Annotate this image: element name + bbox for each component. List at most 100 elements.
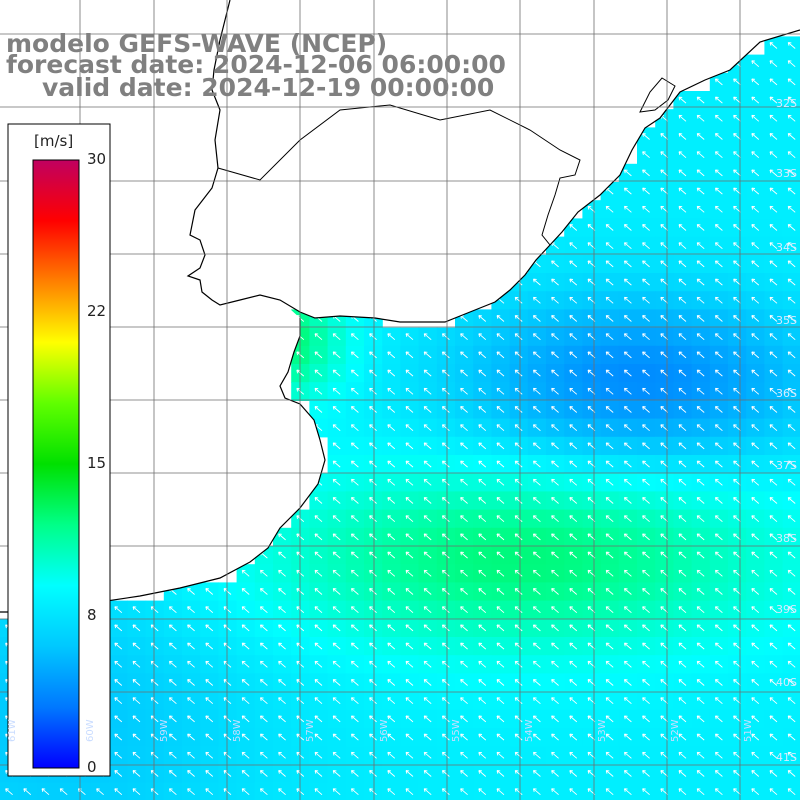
wind-arrow-icon: [132, 660, 141, 668]
wind-arrow-icon: [623, 624, 632, 632]
wind-speed-cell: [764, 782, 784, 800]
wind-arrow-icon: [478, 715, 487, 723]
wind-arrow-icon: [751, 751, 760, 759]
wind-arrow-icon: [514, 551, 523, 559]
wind-arrow-icon: [441, 424, 450, 432]
wind-arrow-icon: [132, 679, 141, 686]
wind-arrow-icon: [532, 387, 541, 395]
wind-arrow-icon: [460, 333, 468, 341]
wind-arrow-icon: [714, 369, 723, 377]
wind-arrow-icon: [205, 606, 214, 614]
wind-arrow-icon: [769, 242, 778, 250]
wind-arrow-icon: [369, 497, 377, 504]
wind-arrow-icon: [787, 533, 796, 541]
wind-arrow-icon: [387, 569, 396, 577]
wind-arrow-icon: [278, 660, 286, 668]
wind-arrow-icon: [314, 387, 323, 395]
wind-arrow-icon: [532, 697, 541, 705]
wind-arrow-icon: [496, 588, 505, 595]
wind-arrow-icon: [605, 733, 614, 741]
wind-arrow-icon: [496, 478, 505, 486]
wind-arrow-icon: [259, 624, 268, 632]
wind-arrow-icon: [496, 788, 505, 796]
wind-arrow-icon: [551, 315, 559, 322]
wind-arrow-icon: [314, 660, 323, 668]
wind-arrow-icon: [678, 133, 687, 140]
wind-arrow-icon: [496, 315, 505, 322]
wind-arrow-icon: [405, 715, 414, 723]
wind-arrow-icon: [168, 679, 177, 686]
wind-arrow-icon: [514, 606, 523, 614]
wind-arrow-icon: [387, 333, 396, 341]
wind-arrow-icon: [642, 351, 650, 359]
wind-arrow-icon: [423, 406, 432, 413]
wind-arrow-icon: [623, 588, 632, 595]
wind-arrow-icon: [114, 606, 123, 614]
wind-arrow-icon: [623, 242, 632, 250]
wind-arrow-icon: [551, 296, 559, 304]
wind-arrow-icon: [441, 642, 450, 650]
wind-arrow-icon: [405, 351, 414, 359]
wind-arrow-icon: [751, 679, 760, 686]
wind-arrow-icon: [187, 697, 195, 705]
wind-arrow-icon: [259, 660, 268, 668]
wind-arrow-icon: [678, 333, 687, 341]
wind-arrow-icon: [605, 478, 614, 486]
wind-arrow-icon: [460, 642, 468, 650]
wind-arrow-icon: [769, 770, 778, 777]
wind-arrow-icon: [569, 296, 578, 304]
wind-arrow-icon: [605, 315, 614, 322]
wind-arrow-icon: [551, 642, 559, 650]
wind-arrow-icon: [678, 660, 687, 668]
wind-arrow-icon: [205, 733, 214, 741]
lat-label-36s: 36S: [776, 387, 797, 400]
wind-arrow-icon: [423, 642, 432, 650]
wind-arrow-icon: [787, 442, 796, 450]
wind-arrow-icon: [496, 551, 505, 559]
wind-arrow-icon: [714, 515, 723, 523]
wind-arrow-icon: [278, 551, 286, 559]
wind-arrow-icon: [787, 406, 796, 413]
wind-arrow-icon: [405, 460, 414, 468]
wind-arrow-icon: [423, 478, 432, 486]
wind-arrow-icon: [714, 351, 723, 359]
wind-speed-cell: [782, 746, 800, 765]
wind-arrow-icon: [605, 515, 614, 523]
wind-arrow-icon: [678, 187, 687, 195]
wind-arrow-icon: [569, 260, 578, 268]
wind-arrow-icon: [751, 114, 760, 122]
wind-arrow-icon: [642, 315, 650, 322]
wind-arrow-icon: [423, 533, 432, 541]
wind-arrow-icon: [678, 497, 687, 504]
wind-speed-cell: [782, 163, 800, 183]
wind-arrow-icon: [514, 296, 523, 304]
wind-speed-cell: [782, 546, 800, 565]
wind-arrow-icon: [441, 697, 450, 705]
wind-arrow-icon: [423, 333, 432, 341]
colorbar-tick-0: 0: [87, 758, 97, 776]
wind-arrow-icon: [478, 588, 487, 595]
wind-arrow-icon: [551, 478, 559, 486]
wind-arrow-icon: [332, 406, 341, 413]
wind-arrow-icon: [478, 369, 487, 377]
wind-arrow-icon: [623, 278, 632, 286]
wind-arrow-icon: [696, 442, 705, 450]
wind-arrow-icon: [387, 387, 396, 395]
wind-arrow-icon: [769, 660, 778, 668]
wind-arrow-icon: [496, 533, 505, 541]
wind-arrow-icon: [478, 751, 487, 759]
wind-arrow-icon: [387, 624, 396, 632]
wind-arrow-icon: [769, 406, 778, 413]
wind-speed-cell: [782, 618, 800, 638]
wind-arrow-icon: [168, 788, 177, 796]
wind-arrow-icon: [787, 205, 796, 213]
wind-speed-cell: [782, 382, 800, 401]
wind-arrow-icon: [623, 751, 632, 759]
wind-arrow-icon: [605, 242, 614, 250]
wind-arrow-icon: [787, 333, 796, 341]
wind-arrow-icon: [441, 515, 450, 523]
wind-arrow-icon: [241, 697, 250, 705]
wind-arrow-icon: [569, 351, 578, 359]
wind-arrow-icon: [696, 369, 705, 377]
coastline-north: [186, 0, 800, 323]
